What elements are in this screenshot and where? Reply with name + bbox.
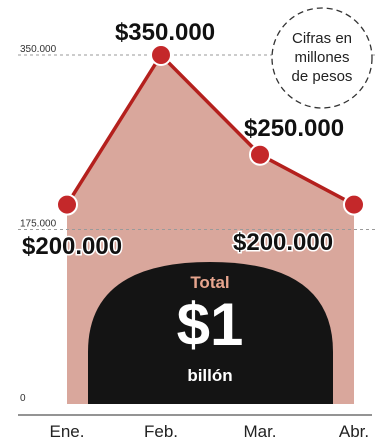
data-point	[56, 193, 78, 216]
value-labels: $200.000 $350.000 $250.000 $200.000	[21, 18, 346, 262]
units-note-line-3: de pesos	[292, 68, 353, 85]
value-label: $350.000	[115, 19, 215, 46]
total-label: Total	[190, 273, 229, 292]
y-tick-label: 350.000	[20, 44, 57, 55]
data-point	[343, 193, 365, 216]
value-label: $200.000	[233, 229, 333, 256]
category-label: Ene.	[50, 422, 85, 441]
total-dome	[88, 262, 333, 404]
category-labels: Ene. Feb. Mar. Abr.	[50, 422, 370, 441]
category-label: Feb.	[144, 422, 178, 441]
category-label: Mar.	[243, 422, 276, 441]
units-note: Cifras en millones de pesos	[271, 7, 373, 109]
units-note-line-2: millones	[294, 49, 349, 66]
y-tick-label: 175.000	[20, 219, 57, 230]
value-label: $200.000	[22, 233, 122, 260]
units-note-circle	[271, 7, 373, 109]
y-tick-label: 0	[20, 393, 26, 404]
data-point	[249, 143, 271, 166]
category-label: Abr.	[339, 422, 369, 441]
y-tick-labels: 0 175.000 350.000	[20, 44, 57, 404]
value-label: $250.000	[244, 115, 344, 142]
data-markers	[56, 44, 365, 216]
total-unit: billón	[187, 366, 232, 385]
units-note-line-1: Cifras en	[292, 30, 352, 47]
total-value: $1	[177, 291, 244, 358]
series-line	[65, 52, 355, 207]
data-point	[150, 44, 172, 66]
